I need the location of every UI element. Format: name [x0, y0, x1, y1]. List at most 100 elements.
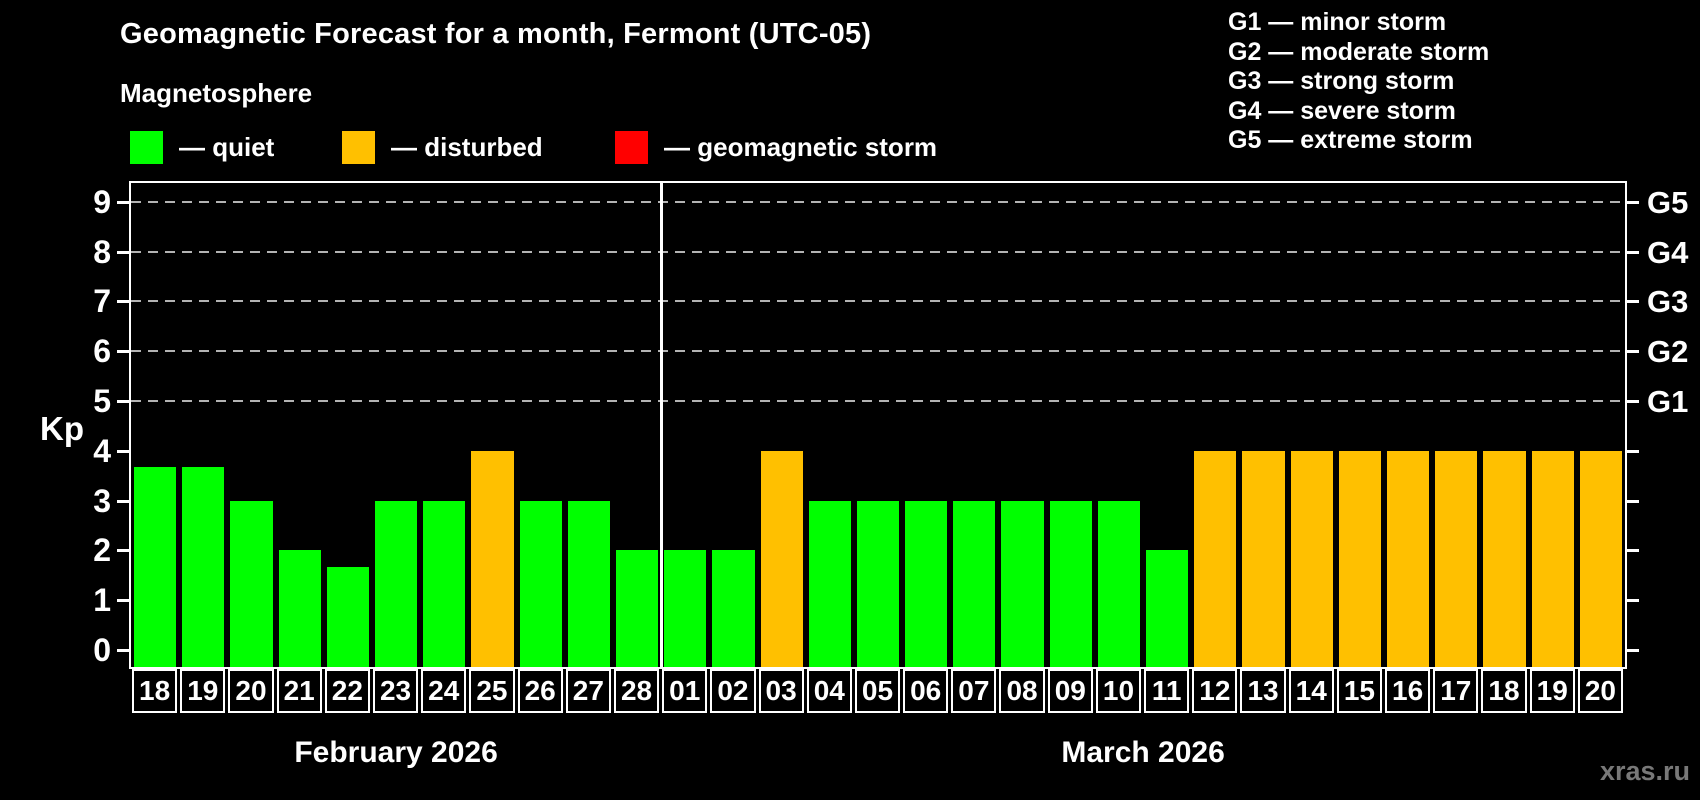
kp-bar-day-17 [1435, 450, 1478, 667]
kp-bar-day-06 [905, 500, 948, 667]
legend-item-geomagnetic-storm: — geomagnetic storm [615, 131, 937, 164]
day-label-24: 24 [421, 669, 467, 713]
kp-bar-day-12 [1194, 450, 1237, 667]
kp-bar-day-05 [856, 500, 900, 667]
y-axis-tick-left [117, 250, 129, 254]
day-label-07: 07 [951, 669, 997, 713]
kp-bar-day-01 [664, 550, 707, 667]
y-axis-tick-left [117, 350, 129, 354]
g-axis-label-g1: G1 [1647, 384, 1689, 419]
day-label-14: 14 [1288, 669, 1334, 713]
day-label-17: 17 [1433, 669, 1479, 713]
y-axis-tick-left [117, 200, 129, 204]
storm-color-swatch [615, 131, 648, 164]
y-axis-title: Kp [40, 410, 84, 447]
kp-bar-day-24 [423, 500, 466, 667]
day-label-10: 10 [1095, 669, 1142, 713]
day-label-23: 23 [372, 669, 419, 713]
kp-bar-day-02 [712, 550, 755, 667]
y-axis-tick-left [117, 449, 129, 453]
kp-bar-day-28 [615, 550, 659, 667]
y-tick-label-3: 3 [93, 482, 111, 519]
day-label-20: 20 [1577, 669, 1623, 713]
y-axis-tick-right [1627, 250, 1639, 254]
day-label-13: 13 [1240, 669, 1286, 713]
y-axis-tick-left [117, 400, 129, 403]
gridline-kp9 [131, 200, 1625, 203]
day-label-08: 08 [999, 669, 1045, 713]
y-tick-label-0: 0 [93, 632, 111, 668]
page-title: Geomagnetic Forecast for a month, Fermon… [120, 18, 872, 50]
y-tick-label-8: 8 [93, 233, 111, 270]
kp-bar-day-15 [1338, 450, 1382, 667]
day-label-27: 27 [565, 669, 611, 713]
kp-bar-day-10 [1097, 500, 1141, 667]
day-label-18: 18 [132, 669, 178, 713]
y-tick-label-9: 9 [93, 183, 111, 220]
y-axis-tick-left [117, 549, 129, 553]
day-label-04: 04 [806, 669, 852, 713]
day-label-18: 18 [1481, 669, 1527, 713]
y-axis-tick-right [1627, 400, 1639, 403]
disturbed-legend-label: — disturbed [391, 132, 543, 162]
kp-bar-day-20 [1579, 450, 1622, 667]
kp-bar-day-18 [1483, 450, 1526, 667]
month-label-0: February 2026 [294, 736, 498, 769]
y-axis-tick-left [117, 499, 129, 503]
g-axis-label-g5: G5 [1647, 184, 1689, 220]
day-label-28: 28 [613, 669, 660, 713]
legend-item-disturbed: — disturbed [342, 131, 543, 164]
y-axis-tick-left [117, 300, 129, 304]
kp-bar-day-19 [182, 467, 225, 667]
storm-scale-g2: G2 — moderate storm [1228, 37, 1490, 66]
legend-item-quiet: — quiet [130, 131, 274, 164]
magnetosphere-label: Magnetosphere [120, 78, 313, 108]
gridline-kp6 [131, 350, 1625, 353]
y-axis-tick-right [1627, 499, 1639, 503]
kp-bar-day-18 [134, 467, 177, 667]
quiet-color-swatch [130, 131, 163, 164]
month-label-1: March 2026 [1061, 736, 1225, 769]
storm-scale-g5: G5 — extreme storm [1228, 126, 1473, 154]
kp-bar-day-08 [1001, 500, 1044, 667]
y-axis-tick-right [1627, 549, 1639, 553]
day-label-03: 03 [758, 669, 804, 713]
day-label-15: 15 [1336, 669, 1383, 713]
day-label-26: 26 [517, 669, 563, 713]
y-axis-tick-left [117, 599, 129, 603]
g-axis-label-g3: G3 [1647, 284, 1689, 320]
g-axis-label-g4: G4 [1647, 234, 1689, 270]
disturbed-color-swatch [342, 131, 375, 164]
y-tick-label-4: 4 [93, 432, 111, 469]
gridline-kp8 [131, 250, 1625, 253]
day-label-12: 12 [1192, 669, 1238, 713]
day-label-19: 19 [1529, 669, 1575, 713]
y-axis-tick-right [1627, 200, 1639, 204]
storm-scale-g4: G4 — severe storm [1228, 96, 1456, 125]
day-label-09: 09 [1047, 669, 1093, 713]
kp-bar-day-09 [1049, 500, 1092, 667]
y-axis-tick-right [1627, 599, 1639, 603]
day-label-06: 06 [903, 669, 949, 713]
y-axis-tick-right [1627, 300, 1639, 304]
day-label-22: 22 [324, 669, 370, 713]
watermark: xras.ru [1599, 756, 1690, 786]
storm-scale-legend: G1 — minor storm G2 — moderate storm G3 … [1228, 8, 1489, 156]
y-axis-tick-right [1627, 350, 1639, 354]
day-label-21: 21 [276, 669, 322, 713]
day-label-01: 01 [662, 669, 708, 713]
kp-bar-day-11 [1146, 550, 1189, 667]
y-tick-label-5: 5 [93, 383, 111, 419]
day-label-02: 02 [710, 669, 756, 713]
kp-bar-day-16 [1387, 450, 1430, 667]
month-separator [659, 183, 663, 667]
kp-bar-day-22 [326, 566, 369, 667]
storm-legend-label: — geomagnetic storm [664, 132, 938, 162]
day-label-25: 25 [469, 669, 515, 713]
kp-bar-day-04 [808, 500, 851, 667]
y-axis-tick-right [1627, 649, 1639, 652]
day-label-19: 19 [180, 669, 226, 713]
y-axis-tick-left [117, 649, 129, 652]
